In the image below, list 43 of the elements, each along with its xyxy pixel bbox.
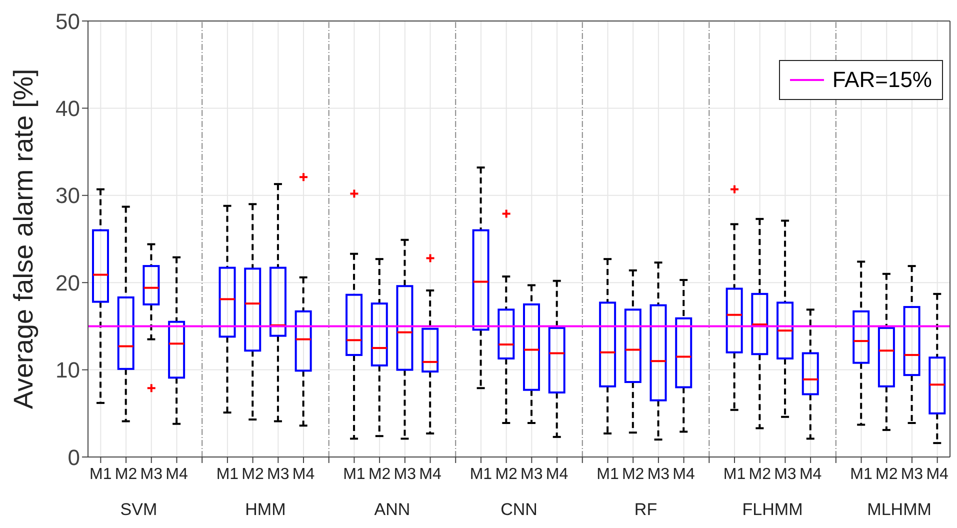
x-tick-label: M4 [926, 466, 949, 483]
text: HMM [245, 500, 286, 519]
y-tick-label: 20 [56, 270, 80, 296]
text: FLHMM [742, 500, 803, 519]
x-tick-label: M4 [292, 466, 315, 483]
text: ANN [374, 500, 410, 519]
x-tick-label: M3 [140, 466, 163, 483]
x-tick-label: M2 [114, 466, 138, 483]
text: SVM [120, 500, 158, 519]
x-tick-label: M3 [267, 466, 290, 483]
x-tick-label: M4 [672, 466, 696, 483]
y-tick-label: 50 [56, 8, 80, 34]
y-axis-title: Average false alarm rate [%] [8, 68, 39, 409]
text: RF [634, 500, 658, 519]
x-tick-label: M4 [166, 466, 188, 483]
x-tick-label: M4 [799, 466, 822, 483]
x-tick-label: M3 [900, 466, 924, 483]
x-tick-label: M2 [748, 466, 772, 483]
x-tick-label: M2 [876, 466, 898, 483]
y-tick-label: 0 [68, 444, 80, 470]
y-tick-label: 30 [56, 183, 80, 208]
x-tick-label: M1 [343, 466, 366, 483]
x-tick-label: M2 [242, 466, 264, 483]
x-tick-label: M3 [774, 466, 796, 483]
x-tick-label: M1 [850, 466, 872, 483]
legend-label: FAR=15% [832, 67, 932, 93]
x-tick-label: M1 [470, 466, 492, 483]
x-tick-label: M1 [216, 466, 239, 483]
x-tick-label: M1 [90, 466, 112, 483]
x-tick-label: M1 [723, 466, 746, 483]
x-tick-label: M3 [394, 466, 416, 483]
x-tick-label: M4 [419, 466, 442, 483]
y-tick-label: 10 [56, 358, 80, 383]
text: MLHMM [867, 500, 932, 519]
x-tick-label: M1 [596, 466, 619, 483]
y-tick-label: 40 [56, 96, 80, 122]
x-tick-label: M2 [368, 466, 391, 483]
x-tick-label: M4 [546, 466, 568, 483]
x-tick-label: M2 [622, 466, 644, 483]
x-tick-label: M3 [647, 466, 670, 483]
x-tick-label: M2 [495, 466, 518, 483]
text: CNN [500, 500, 538, 519]
x-tick-label: M3 [520, 466, 543, 483]
